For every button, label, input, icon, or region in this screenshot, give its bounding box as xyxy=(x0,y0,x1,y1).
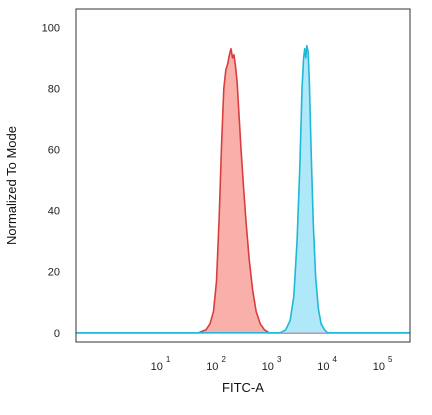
x-tick-label: 10 xyxy=(151,361,163,373)
x-tick-label: 10 xyxy=(262,361,274,373)
x-tick-exponent: 5 xyxy=(388,355,393,364)
x-tick-exponent: 2 xyxy=(221,355,226,364)
x-tick-exponent: 1 xyxy=(166,355,171,364)
y-tick-label: 40 xyxy=(48,206,60,218)
y-axis-ticks: 0 20 40 60 80 100 xyxy=(42,22,60,340)
x-tick-exponent: 3 xyxy=(277,355,282,364)
y-tick-label: 60 xyxy=(48,145,60,157)
y-tick-label: 0 xyxy=(54,328,60,340)
x-tick-label: 10 xyxy=(206,361,218,373)
series-layer xyxy=(76,44,410,334)
x-tick-exponent: 4 xyxy=(332,355,337,364)
series-1-line xyxy=(76,47,410,334)
y-tick-label: 80 xyxy=(48,83,60,95)
series-2-line xyxy=(76,44,410,334)
y-axis-title: Normalized To Mode xyxy=(4,126,19,245)
y-tick-label: 100 xyxy=(42,22,60,34)
plot-frame xyxy=(75,8,411,343)
x-tick-label: 10 xyxy=(373,361,385,373)
x-tick-label: 10 xyxy=(317,361,329,373)
y-tick-label: 20 xyxy=(48,267,60,279)
x-axis-title: FITC-A xyxy=(222,380,264,395)
